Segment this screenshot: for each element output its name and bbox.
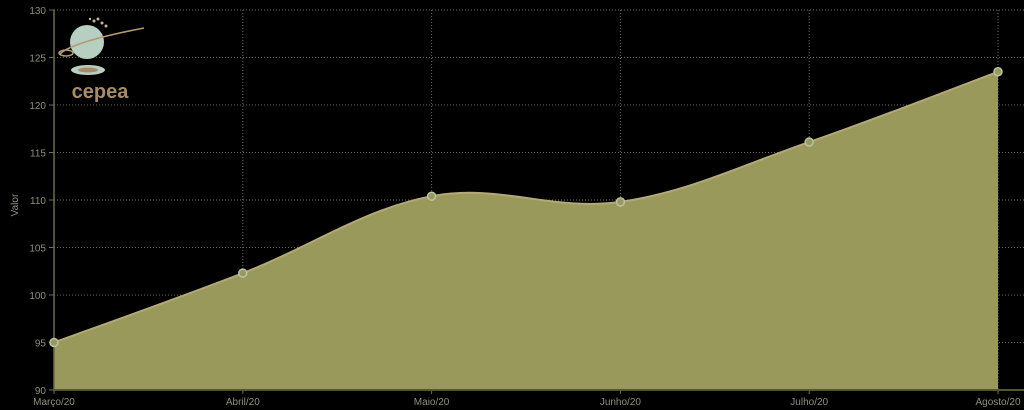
y-tick-label: 125 xyxy=(29,54,46,65)
x-tick-label: Maio/20 xyxy=(414,397,450,408)
logo-text: cepea xyxy=(72,81,130,102)
x-tick-label: Abril/20 xyxy=(226,397,260,408)
cepea-logo: cepea xyxy=(58,17,145,102)
x-tick-label: Julho/20 xyxy=(790,397,828,408)
x-tick-label: Agosto/20 xyxy=(975,397,1020,408)
data-point xyxy=(804,137,814,147)
data-point xyxy=(49,337,59,348)
y-tick-label: 120 xyxy=(29,101,46,112)
y-tick-label: 95 xyxy=(35,339,47,350)
y-tick-label: 105 xyxy=(29,244,46,255)
data-point xyxy=(238,268,248,278)
data-point xyxy=(993,67,1003,77)
y-tick-label: 90 xyxy=(35,386,47,397)
area-line xyxy=(53,70,999,344)
x-tick-label: Março/20 xyxy=(33,397,75,408)
y-axis-label: Valor xyxy=(10,193,21,216)
y-tick-label: 115 xyxy=(30,149,46,160)
data-point xyxy=(426,191,437,201)
data-point xyxy=(615,197,626,207)
y-tick-label: 110 xyxy=(30,196,46,207)
y-tick-label: 100 xyxy=(29,291,46,302)
area-fill xyxy=(54,71,998,390)
x-tick-label: Junho/20 xyxy=(600,397,642,408)
y-tick-label: 130 xyxy=(29,6,46,17)
